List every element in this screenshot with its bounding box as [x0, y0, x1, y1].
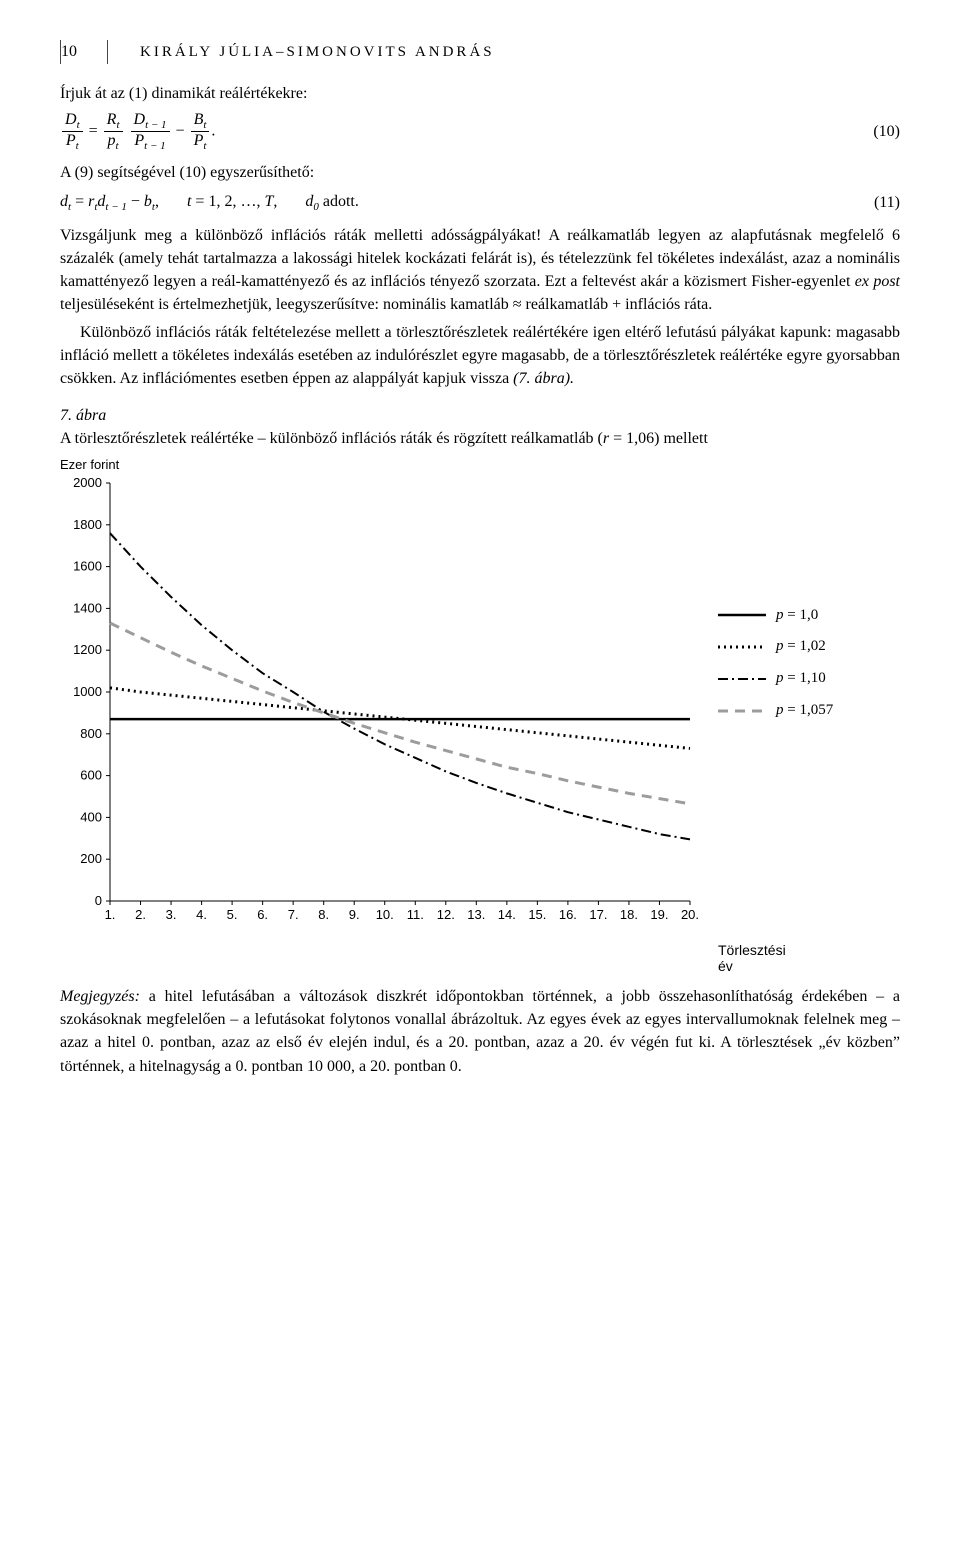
svg-text:12.: 12. [437, 907, 455, 922]
svg-text:1800: 1800 [73, 516, 102, 531]
equation-11: dt = rtdt − 1 − bt, t = 1, 2, …, T, d0 a… [60, 190, 900, 216]
svg-text:18.: 18. [620, 907, 638, 922]
note-label: Megjegyzés: [60, 988, 140, 1005]
legend-item: p = 1,0 [718, 605, 833, 627]
eq11-body: dt = rtdt − 1 − bt, t = 1, 2, …, T, d0 a… [60, 190, 359, 216]
svg-text:1.: 1. [105, 907, 116, 922]
paragraph-1: Vizsgáljunk meg a különböző inflációs rá… [60, 224, 900, 317]
equation-10: DtPt = Rtpt Dt − 1Pt − 1 − BtPt. (10) [60, 111, 900, 153]
svg-text:800: 800 [80, 725, 102, 740]
svg-text:1400: 1400 [73, 600, 102, 615]
para2-a: Különböző inflációs ráták feltételezése … [60, 324, 900, 387]
svg-text:16.: 16. [559, 907, 577, 922]
legend-label: p = 1,10 [776, 668, 826, 690]
para1-a: Vizsgáljunk meg a különböző inflációs rá… [60, 227, 900, 290]
svg-text:2.: 2. [135, 907, 146, 922]
svg-text:4.: 4. [196, 907, 207, 922]
eq10-body: DtPt = Rtpt Dt − 1Pt − 1 − BtPt. [60, 111, 215, 153]
paragraph-2: Különböző inflációs ráták feltételezése … [60, 321, 900, 391]
legend-item: p = 1,057 [718, 700, 833, 722]
chart-legend: p = 1,0 p = 1,02 p = 1,10 p = 1,057 Törleszt… [718, 595, 833, 976]
x-axis-title: Törlesztésiév [718, 942, 833, 976]
svg-text:11.: 11. [407, 907, 424, 922]
svg-text:200: 200 [80, 851, 102, 866]
svg-text:7.: 7. [288, 907, 299, 922]
svg-text:8.: 8. [318, 907, 329, 922]
line-after-eq10: A (9) segítségével (10) egyszerűsíthető: [60, 161, 900, 184]
para1-b: teljesüléseként is értelmezhetjük, leegy… [60, 296, 712, 313]
eq11-number: (11) [874, 191, 900, 214]
legend-label: p = 1,02 [776, 636, 826, 658]
svg-text:1600: 1600 [73, 558, 102, 573]
svg-text:5.: 5. [227, 907, 238, 922]
header-divider [107, 40, 108, 64]
svg-text:400: 400 [80, 809, 102, 824]
para2-ital: (7. ábra). [513, 370, 574, 387]
svg-text:15.: 15. [528, 907, 546, 922]
legend-item: p = 1,10 [718, 668, 833, 690]
authors: Király Júlia–Simonovits András [126, 42, 495, 64]
svg-text:0: 0 [95, 893, 102, 908]
svg-text:9.: 9. [349, 907, 360, 922]
figure-caption: A törlesztőrészletek reálértéke – különb… [60, 427, 900, 450]
eq10-number: (10) [873, 120, 900, 143]
legend-label: p = 1,0 [776, 605, 818, 627]
svg-text:2000: 2000 [73, 475, 102, 490]
page-number: 10 [61, 40, 89, 63]
chart-svg: Ezer forint 0 200 400 600 800 1000 1200 1400 1600… [60, 455, 700, 935]
page-header: 10 Király Júlia–Simonovits András [60, 40, 900, 64]
figure-note: Megjegyzés: a hitel lefutásában a változ… [60, 985, 900, 1078]
figure-label: 7. ábra [60, 404, 900, 427]
para1-ital: ex post [855, 273, 900, 290]
chart-container: Ezer forint 0 200 400 600 800 1000 1200 1400 1600… [60, 455, 900, 976]
svg-text:19.: 19. [650, 907, 668, 922]
svg-text:10.: 10. [376, 907, 394, 922]
svg-text:14.: 14. [498, 907, 516, 922]
svg-text:6.: 6. [257, 907, 268, 922]
legend-item: p = 1,02 [718, 636, 833, 658]
intro-line: Írjuk át az (1) dinamikát reálértékekre: [60, 82, 900, 105]
svg-text:20.: 20. [681, 907, 699, 922]
svg-text:600: 600 [80, 767, 102, 782]
svg-text:1200: 1200 [73, 642, 102, 657]
svg-text:3.: 3. [166, 907, 177, 922]
legend-label: p = 1,057 [776, 700, 833, 722]
svg-text:Ezer forint: Ezer forint [60, 457, 120, 472]
svg-text:13.: 13. [467, 907, 485, 922]
svg-text:1000: 1000 [73, 684, 102, 699]
svg-text:17.: 17. [589, 907, 607, 922]
note-text: a hitel lefutásában a változások diszkré… [60, 988, 900, 1075]
